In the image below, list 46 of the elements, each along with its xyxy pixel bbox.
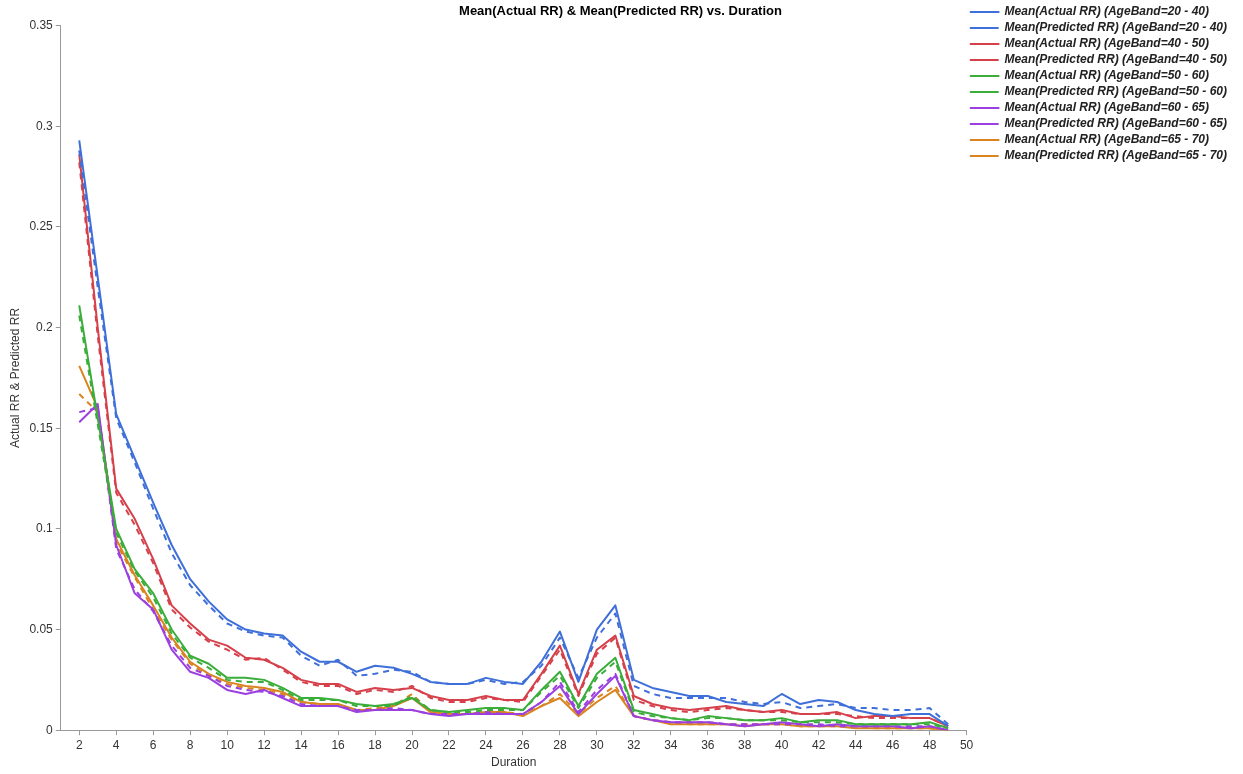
legend-label: Mean(Actual RR) (AgeBand=60 - 65) — [1004, 100, 1209, 115]
x-tick-label: 50 — [959, 737, 974, 752]
y-tick-label: 0.3 — [36, 118, 54, 133]
y-tick-label: 0.25 — [29, 219, 54, 234]
y-axis-title: Actual RR & Predicted RR — [7, 307, 22, 448]
legend-label: Mean(Actual RR) (AgeBand=40 - 50) — [1004, 36, 1209, 51]
legend-label: Mean(Actual RR) (AgeBand=20 - 40) — [1004, 4, 1209, 19]
y-tick-label: 0.05 — [29, 621, 54, 636]
y-tick-label: 0.1 — [36, 521, 54, 536]
legend-label: Mean(Actual RR) (AgeBand=65 - 70) — [1004, 132, 1209, 147]
x-tick-label: 34 — [664, 737, 678, 752]
x-tick-label: 4 — [112, 737, 120, 752]
x-axis-title: Duration — [491, 755, 537, 770]
x-tick-label: 20 — [405, 737, 419, 752]
legend-label: Mean(Predicted RR) (AgeBand=65 - 70) — [1004, 148, 1228, 163]
x-tick-label: 14 — [294, 737, 309, 752]
legend-label: Mean(Actual RR) (AgeBand=50 - 60) — [1004, 68, 1209, 83]
chart-title: Mean(Actual RR) & Mean(Predicted RR) vs. Duration — [459, 3, 782, 19]
x-tick-label: 44 — [849, 737, 863, 752]
x-tick-label: 36 — [701, 737, 715, 752]
y-tick-label: 0.2 — [36, 319, 54, 334]
x-tick-label: 46 — [885, 737, 900, 752]
x-tick-label: 16 — [331, 737, 346, 752]
x-tick-label: 40 — [775, 737, 789, 752]
legend-label: Mean(Predicted RR) (AgeBand=40 - 50) — [1004, 52, 1228, 67]
legend-label: Mean(Predicted RR) (AgeBand=20 - 40) — [1004, 20, 1228, 35]
legend-label: Mean(Predicted RR) (AgeBand=60 - 65) — [1004, 116, 1228, 131]
x-tick-label: 10 — [220, 737, 235, 752]
x-tick-label: 42 — [812, 737, 826, 752]
x-tick-label: 32 — [627, 737, 641, 752]
x-tick-label: 6 — [149, 737, 157, 752]
y-tick-label: 0.35 — [29, 17, 54, 32]
x-tick-label: 2 — [75, 737, 83, 752]
x-tick-label: 38 — [738, 737, 752, 752]
x-tick-label: 30 — [590, 737, 604, 752]
y-tick-label: 0 — [46, 722, 54, 737]
x-tick-label: 24 — [479, 737, 493, 752]
x-tick-label: 22 — [442, 737, 456, 752]
y-tick-label: 0.15 — [29, 420, 54, 435]
legend-label: Mean(Predicted RR) (AgeBand=50 - 60) — [1004, 84, 1228, 99]
x-tick-label: 12 — [257, 737, 272, 752]
x-tick-label: 48 — [922, 737, 937, 752]
x-tick-label: 8 — [186, 737, 194, 752]
x-tick-label: 26 — [516, 737, 530, 752]
x-tick-label: 28 — [553, 737, 567, 752]
x-tick-label: 18 — [368, 737, 383, 752]
